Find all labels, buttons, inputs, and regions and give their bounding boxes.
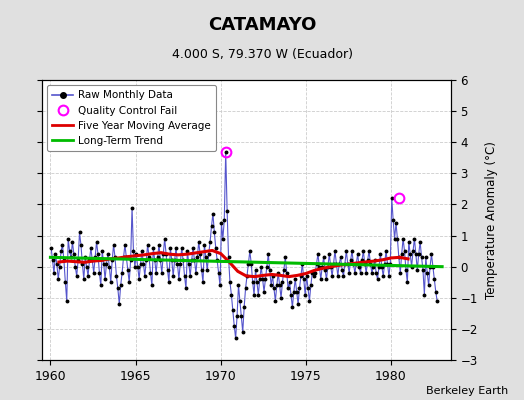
Text: CATAMAYO: CATAMAYO — [208, 16, 316, 34]
Legend: Raw Monthly Data, Quality Control Fail, Five Year Moving Average, Long-Term Tren: Raw Monthly Data, Quality Control Fail, … — [47, 85, 216, 151]
Y-axis label: Temperature Anomaly (°C): Temperature Anomaly (°C) — [485, 141, 498, 299]
Text: 4.000 S, 79.370 W (Ecuador): 4.000 S, 79.370 W (Ecuador) — [171, 48, 353, 61]
Text: Berkeley Earth: Berkeley Earth — [426, 386, 508, 396]
